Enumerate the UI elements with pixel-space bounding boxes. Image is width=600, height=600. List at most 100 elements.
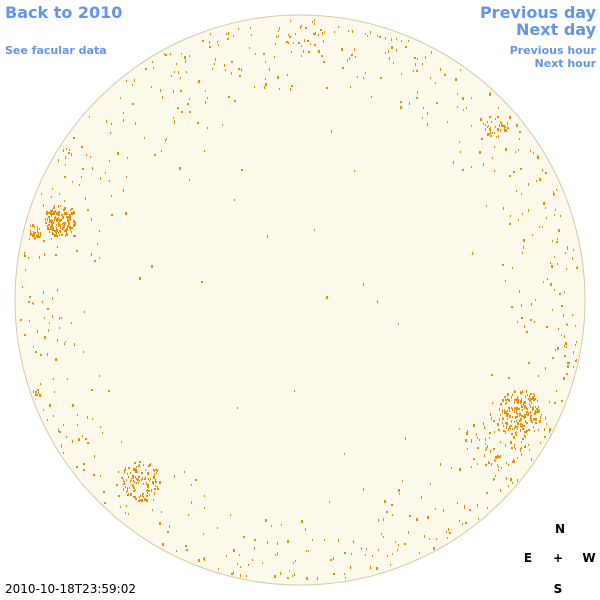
facula-speck <box>154 154 156 156</box>
facula-speck <box>427 516 429 519</box>
facula-speck <box>333 557 334 560</box>
facula-speck <box>326 87 328 89</box>
facula-speck <box>135 496 136 498</box>
facula-speck <box>527 394 528 396</box>
compass-west: W <box>582 551 596 565</box>
facula-speck <box>54 391 55 393</box>
facula-speck <box>150 478 151 480</box>
facula-speck <box>154 470 155 472</box>
facula-speck <box>323 40 324 43</box>
facula-speck <box>51 221 52 223</box>
facula-speck <box>135 122 136 125</box>
facula-speck <box>151 86 152 88</box>
facula-speck <box>203 558 204 560</box>
facula-speck <box>534 321 535 323</box>
facula-speck <box>510 215 511 217</box>
facula-speck <box>295 33 296 35</box>
facula-speck <box>32 302 33 304</box>
facula-speck <box>50 228 51 230</box>
previous-day-link[interactable]: Previous day <box>479 3 596 22</box>
facula-speck <box>453 161 454 164</box>
facula-speck <box>134 481 135 483</box>
next-day-link[interactable]: Next day <box>516 20 596 39</box>
facula-speck <box>505 444 506 447</box>
next-hour-link[interactable]: Next hour <box>534 57 597 70</box>
facula-speck <box>537 400 538 402</box>
facula-speck <box>204 150 205 152</box>
facula-speck <box>106 120 107 123</box>
facula-speck <box>502 409 503 411</box>
facula-speck <box>162 96 163 99</box>
facula-speck <box>133 496 135 498</box>
facula-speck <box>417 91 418 94</box>
facula-speck <box>534 394 535 396</box>
facula-speck <box>416 97 418 99</box>
facula-speck <box>197 122 199 124</box>
facula-speck <box>557 263 558 265</box>
back-to-year-link[interactable]: Back to 2010 <box>5 3 123 22</box>
facula-speck <box>33 390 34 393</box>
observation-timestamp: 2010-10-18T23:59:02 <box>5 582 136 596</box>
facula-speck <box>25 269 26 271</box>
facula-speck <box>517 407 518 410</box>
facula-speck <box>515 432 516 435</box>
facula-speck <box>126 80 127 82</box>
facula-speck <box>92 418 93 420</box>
facula-speck <box>44 336 46 339</box>
see-facular-data-link[interactable]: See facular data <box>5 44 107 57</box>
facula-speck <box>366 548 367 550</box>
facula-speck <box>40 235 41 237</box>
facula-speck <box>304 39 305 42</box>
facula-speck <box>181 111 183 113</box>
facula-speck <box>121 441 122 443</box>
facula-speck <box>531 402 532 404</box>
facula-speck <box>528 398 529 400</box>
facula-speck <box>64 230 65 232</box>
facula-speck <box>52 297 53 300</box>
facula-speck <box>409 515 411 517</box>
facula-speck <box>350 566 351 569</box>
facula-speck <box>61 444 62 446</box>
facula-speck <box>104 502 106 504</box>
facula-speck <box>400 106 402 109</box>
facula-speck <box>166 138 167 140</box>
facula-speck <box>58 429 59 432</box>
facula-speck <box>455 78 457 81</box>
facula-speck <box>34 226 35 229</box>
facula-speck <box>545 417 546 420</box>
facula-speck <box>507 127 509 129</box>
facula-speck <box>294 390 295 392</box>
facula-speck <box>205 90 206 92</box>
facula-speck <box>56 235 57 237</box>
previous-hour-link[interactable]: Previous hour <box>509 44 596 57</box>
facula-speck <box>472 252 473 255</box>
facula-speck <box>149 480 150 482</box>
facula-speck <box>39 256 40 259</box>
facula-speck <box>292 575 293 577</box>
facula-speck <box>516 412 517 414</box>
facula-speck <box>565 342 567 345</box>
facula-speck <box>188 514 189 516</box>
facula-speck <box>329 501 330 503</box>
facula-speck <box>509 415 511 418</box>
facula-speck <box>308 550 309 552</box>
facula-speck <box>151 489 152 492</box>
facula-speck <box>38 389 39 391</box>
facula-speck <box>265 83 267 86</box>
facula-speck <box>277 76 279 79</box>
facula-speck <box>225 69 226 71</box>
facula-speck <box>57 229 58 232</box>
facula-speck <box>330 559 332 561</box>
facula-speck <box>514 421 515 423</box>
facula-speck <box>499 418 500 421</box>
facula-speck <box>314 19 315 22</box>
facula-speck <box>74 223 76 226</box>
facula-speck <box>536 180 537 182</box>
facula-speck <box>507 418 508 420</box>
facula-speck <box>262 562 263 564</box>
facula-speck <box>134 79 135 82</box>
facula-speck <box>523 438 524 440</box>
facula-speck <box>152 509 153 511</box>
facula-speck <box>185 545 187 547</box>
facula-speck <box>551 265 553 268</box>
